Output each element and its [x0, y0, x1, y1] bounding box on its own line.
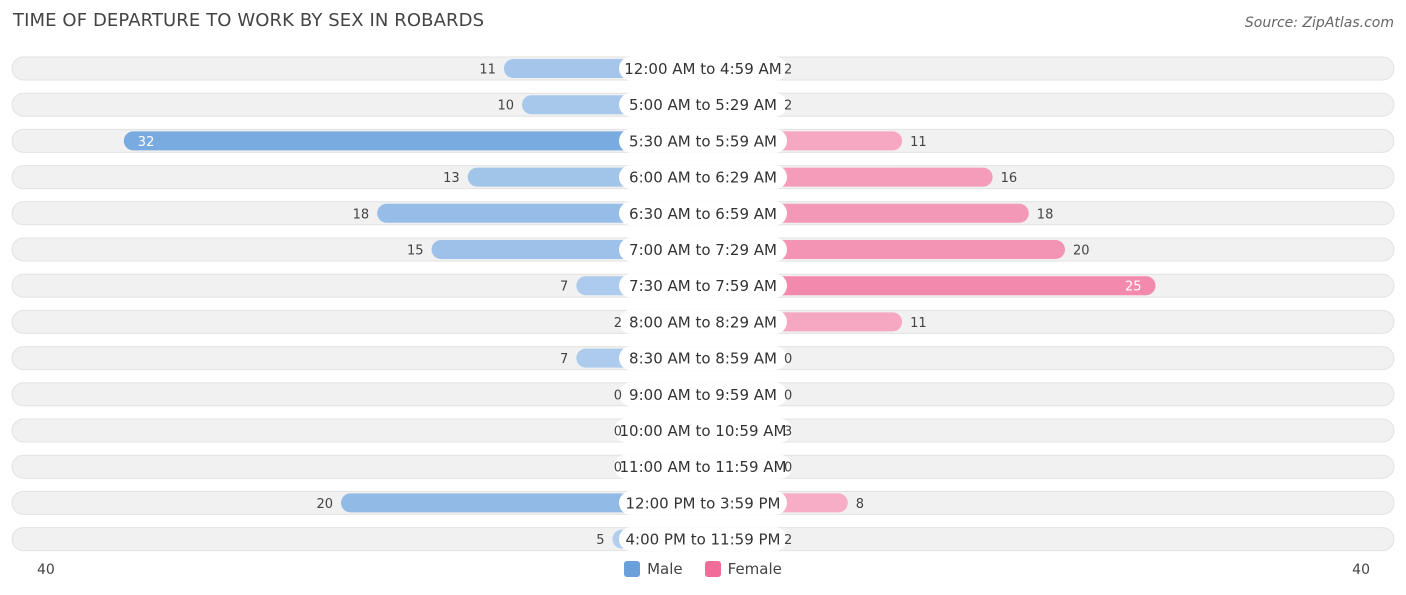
value-label-female: 18 — [1037, 207, 1054, 222]
category-label-bg — [619, 346, 787, 371]
bar-male — [341, 493, 703, 513]
legend-item-male: Male — [624, 560, 683, 578]
value-label-female: 16 — [1001, 171, 1018, 186]
category-label: 8:30 AM to 8:59 AM — [629, 350, 777, 368]
category-label-bg — [614, 418, 792, 443]
category-label-bg — [619, 273, 787, 298]
value-label-male: 0 — [614, 388, 622, 403]
category-label-bg — [619, 382, 787, 407]
legend-label-female: Female — [727, 560, 782, 578]
category-label-bg — [619, 309, 787, 334]
value-label-male: 13 — [443, 171, 460, 186]
category-label-bg — [619, 128, 787, 153]
value-label-female: 3 — [784, 425, 792, 440]
category-label: 7:30 AM to 7:59 AM — [629, 277, 777, 295]
chart-title: TIME OF DEPARTURE TO WORK BY SEX IN ROBA… — [13, 10, 485, 31]
value-label-male: 7 — [560, 352, 568, 367]
legend-swatch-male — [624, 561, 641, 577]
axis-right-max-label: 40 — [1352, 562, 1370, 578]
value-label-male: 18 — [353, 207, 370, 222]
value-label-male: 5 — [596, 533, 604, 548]
category-label: 7:00 AM to 7:29 AM — [629, 241, 777, 259]
bar-female — [703, 240, 1065, 259]
category-label: 5:00 AM to 5:29 AM — [629, 96, 777, 114]
value-label-female: 2 — [784, 63, 792, 78]
value-label-female: 11 — [910, 135, 927, 150]
value-label-female: 25 — [1125, 280, 1142, 295]
category-label: 6:00 AM to 6:29 AM — [629, 169, 777, 187]
legend-swatch-female — [704, 561, 721, 577]
value-label-female: 20 — [1073, 244, 1090, 259]
bar-female — [703, 276, 1156, 296]
value-label-female: 11 — [910, 316, 927, 331]
value-label-male: 0 — [614, 425, 622, 440]
source-note: Source: ZipAtlas.com — [1244, 15, 1394, 31]
value-label-male: 10 — [497, 99, 514, 114]
category-label-bg — [619, 527, 787, 552]
value-label-male: 32 — [138, 135, 155, 150]
category-label-bg — [619, 237, 787, 262]
category-label: 12:00 PM to 3:59 PM — [625, 494, 780, 512]
category-label-bg — [619, 165, 787, 190]
category-label: 9:00 AM to 9:59 AM — [629, 386, 777, 404]
value-label-male: 20 — [316, 497, 333, 512]
bar-male — [123, 131, 704, 151]
category-label: 8:00 AM to 8:29 AM — [629, 313, 777, 331]
category-label: 4:00 PM to 11:59 PM — [625, 531, 780, 549]
value-label-male: 2 — [614, 316, 622, 331]
category-label-bg — [619, 92, 787, 117]
value-label-male: 11 — [479, 63, 496, 78]
value-label-female: 8 — [856, 497, 864, 512]
value-label-male: 15 — [407, 244, 424, 259]
category-label-bg — [614, 454, 792, 479]
legend-item-female: Female — [704, 560, 782, 578]
value-label-female: 0 — [784, 388, 792, 403]
category-label: 10:00 AM to 10:59 AM — [620, 422, 787, 440]
category-label: 6:30 AM to 6:59 AM — [629, 205, 777, 223]
category-label: 5:30 AM to 5:59 AM — [629, 132, 777, 150]
legend-label-male: Male — [647, 560, 683, 578]
legend: Male Female — [0, 560, 1406, 578]
value-label-female: 0 — [784, 461, 792, 476]
value-label-male: 0 — [614, 461, 622, 476]
value-label-female: 2 — [784, 533, 792, 548]
value-label-female: 0 — [784, 352, 792, 367]
category-label: 11:00 AM to 11:59 AM — [620, 458, 787, 476]
category-label-bg — [619, 490, 787, 515]
axis-left-max-label: 40 — [37, 562, 55, 578]
category-label-bg — [619, 56, 787, 81]
category-label: 12:00 AM to 4:59 AM — [624, 60, 781, 78]
value-label-female: 2 — [784, 99, 792, 114]
category-label-bg — [619, 201, 787, 226]
value-label-male: 7 — [560, 280, 568, 295]
